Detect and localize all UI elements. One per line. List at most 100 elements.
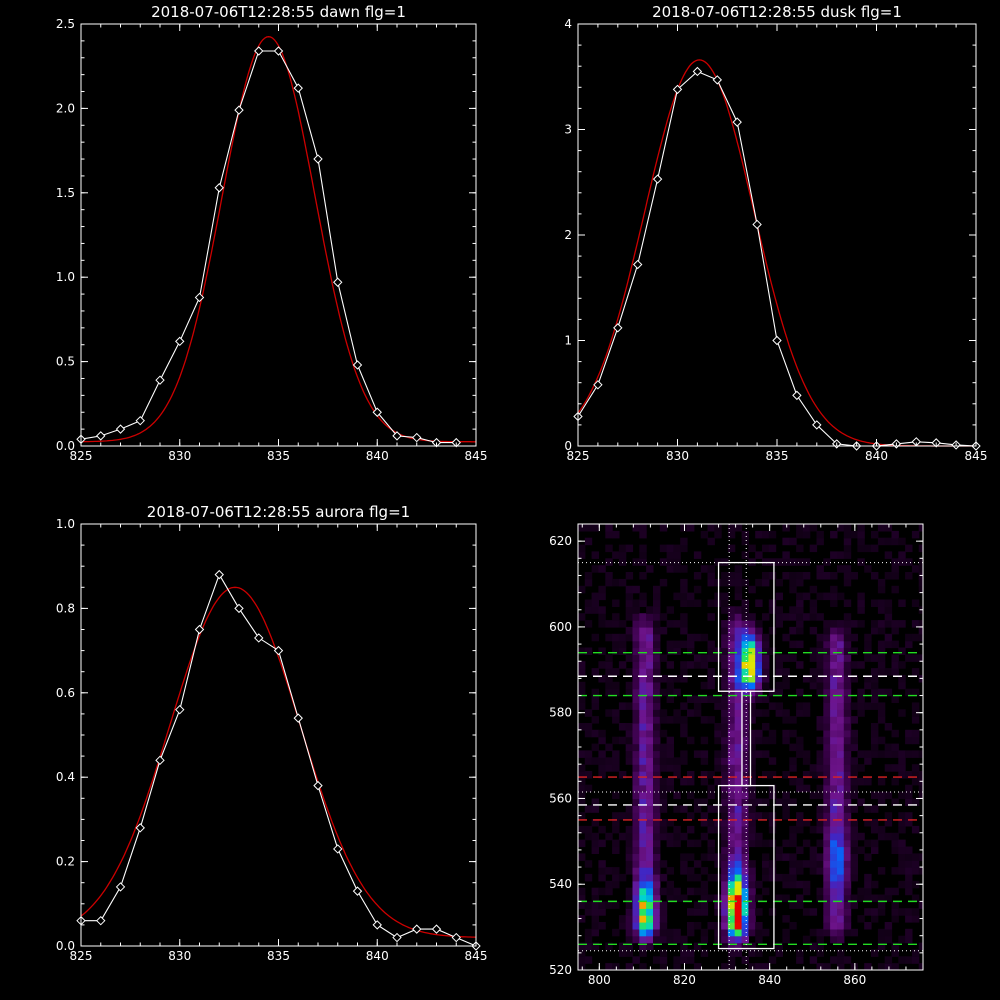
data-point bbox=[234, 603, 244, 614]
data-point bbox=[792, 390, 802, 401]
y-tick-label: 540 bbox=[549, 877, 572, 891]
fit-curve bbox=[80, 36, 476, 443]
y-tick-label: 560 bbox=[549, 791, 572, 805]
x-tick-label: 840 bbox=[366, 449, 389, 463]
heatmap-content bbox=[578, 524, 923, 970]
data-point bbox=[372, 407, 382, 417]
data-point bbox=[412, 432, 422, 443]
data-point bbox=[333, 277, 343, 287]
panel-4: 800 820 840 860 520 540 560 580 600 620 bbox=[549, 523, 924, 987]
data-point bbox=[613, 323, 623, 333]
data-point bbox=[135, 823, 145, 833]
data-point bbox=[352, 886, 363, 896]
panel-3: 2018-07-06T12:28:55 aurora flg=1 825 830 83… bbox=[56, 503, 488, 963]
data-point bbox=[214, 183, 224, 193]
y-tick-label: 0.4 bbox=[56, 770, 75, 784]
y-tick-label: 1.0 bbox=[56, 270, 75, 284]
data-point bbox=[412, 924, 422, 934]
y-tick-label: 0.5 bbox=[56, 355, 75, 369]
data-point bbox=[431, 924, 442, 934]
data-point bbox=[911, 437, 922, 447]
data-point bbox=[293, 713, 303, 723]
y-tick-label: 2.0 bbox=[56, 101, 75, 115]
x-tick-label: 825 bbox=[567, 449, 590, 463]
data-point bbox=[772, 335, 782, 346]
y-tick-label: 1.5 bbox=[56, 186, 75, 200]
data-point bbox=[732, 117, 742, 127]
x-tick-label: 845 bbox=[965, 449, 988, 463]
plot-frame bbox=[80, 523, 477, 947]
data-point bbox=[293, 83, 303, 93]
data-point bbox=[175, 704, 185, 715]
y-tick-label: 4 bbox=[564, 17, 572, 31]
fit-curve bbox=[577, 59, 976, 447]
y-tick-label: 0 bbox=[564, 439, 572, 453]
data-point bbox=[352, 360, 363, 370]
x-tick-label: 830 bbox=[168, 949, 191, 963]
panel-1: 2018-07-06T12:28:55 dawn flg=1 825 830 835 8… bbox=[56, 3, 488, 463]
x-tick-label: 820 bbox=[673, 973, 696, 987]
y-tick-label: 0.2 bbox=[56, 855, 75, 869]
y-tick-label: 3 bbox=[564, 123, 572, 137]
data-point bbox=[632, 259, 643, 270]
data-point bbox=[96, 431, 106, 441]
data-point bbox=[451, 932, 461, 943]
y-tick-label: 2 bbox=[564, 228, 572, 242]
chart-title: 2018-07-06T12:28:55 aurora flg=1 bbox=[147, 503, 410, 521]
observed-line bbox=[80, 50, 457, 444]
y-tick-label: 600 bbox=[549, 620, 572, 634]
y-tick-label: 2.5 bbox=[56, 17, 75, 31]
x-tick-label: 835 bbox=[766, 449, 789, 463]
data-point bbox=[234, 105, 244, 115]
y-tick-label: 1.0 bbox=[56, 517, 75, 531]
data-point bbox=[254, 633, 264, 643]
data-point bbox=[593, 380, 603, 390]
data-point bbox=[692, 66, 703, 77]
data-point bbox=[333, 844, 343, 854]
data-point bbox=[372, 920, 382, 930]
chart-title: 2018-07-06T12:28:55 dawn flg=1 bbox=[151, 3, 406, 21]
x-tick-label: 825 bbox=[70, 449, 93, 463]
chart-title: 2018-07-06T12:28:55 dusk flg=1 bbox=[652, 3, 902, 21]
x-tick-label: 845 bbox=[465, 449, 488, 463]
data-point bbox=[96, 915, 106, 926]
data-point bbox=[194, 292, 205, 303]
y-tick-label: 620 bbox=[549, 534, 572, 548]
data-point bbox=[155, 375, 165, 385]
data-point bbox=[672, 84, 683, 95]
x-tick-label: 835 bbox=[267, 949, 290, 963]
y-tick-label: 0.0 bbox=[56, 939, 75, 953]
y-tick-label: 520 bbox=[549, 963, 572, 977]
x-tick-label: 830 bbox=[168, 449, 191, 463]
data-point bbox=[175, 336, 185, 347]
data-point bbox=[273, 645, 284, 656]
observed-line bbox=[81, 573, 477, 947]
data-point bbox=[392, 431, 402, 441]
data-point bbox=[155, 755, 165, 766]
x-tick-label: 825 bbox=[70, 949, 93, 963]
x-tick-label: 840 bbox=[758, 973, 781, 987]
data-point bbox=[115, 424, 126, 434]
x-tick-label: 835 bbox=[267, 449, 290, 463]
data-point bbox=[812, 420, 822, 430]
x-tick-label: 800 bbox=[588, 973, 611, 987]
data-point bbox=[652, 174, 663, 184]
x-tick-label: 840 bbox=[366, 949, 389, 963]
roi-box-3 bbox=[741, 690, 752, 787]
data-point bbox=[273, 46, 284, 56]
data-point bbox=[712, 75, 723, 85]
y-tick-label: 0.6 bbox=[56, 686, 75, 700]
data-point bbox=[313, 154, 323, 164]
data-point bbox=[752, 219, 762, 230]
y-tick-label: 0.0 bbox=[56, 439, 75, 453]
observed-line bbox=[577, 70, 977, 447]
x-tick-label: 860 bbox=[843, 973, 866, 987]
y-tick-label: 0.8 bbox=[56, 601, 75, 615]
data-point bbox=[254, 46, 264, 56]
y-tick-label: 580 bbox=[549, 706, 572, 720]
data-point bbox=[135, 415, 145, 426]
data-point bbox=[313, 780, 323, 791]
plot-frame bbox=[80, 23, 477, 447]
data-point bbox=[214, 569, 224, 580]
